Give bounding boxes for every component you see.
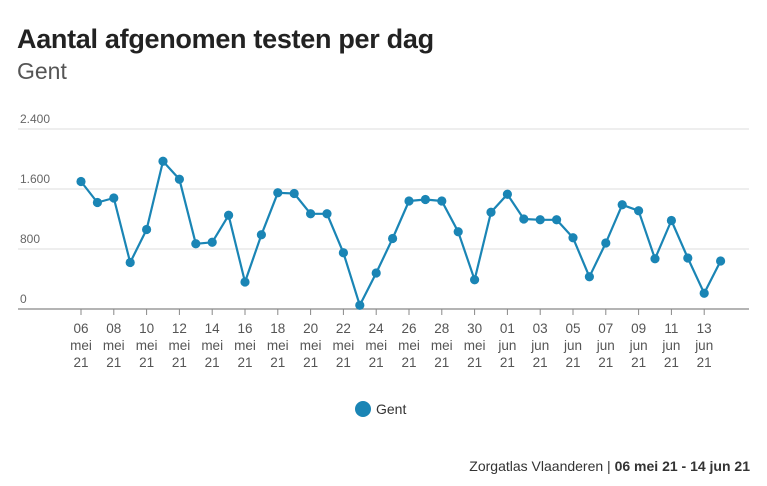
series-gent bbox=[76, 156, 726, 310]
y-tick-label: 2.400 bbox=[20, 112, 50, 126]
data-point bbox=[256, 230, 266, 240]
footer-source: Zorgatlas Vlaanderen bbox=[469, 458, 604, 474]
x-tick-label: 16 mei 21 bbox=[234, 321, 256, 370]
x-tick-label: 18 mei 21 bbox=[267, 321, 289, 370]
y-tick-label: 1.600 bbox=[20, 172, 50, 186]
data-point bbox=[568, 233, 578, 243]
x-tick-label: 26 mei 21 bbox=[398, 321, 420, 370]
x-tick-label: 24 mei 21 bbox=[365, 321, 387, 370]
data-point bbox=[191, 239, 201, 249]
data-point bbox=[535, 215, 545, 225]
data-point bbox=[666, 215, 677, 226]
x-tick-label: 09 jun 21 bbox=[629, 321, 648, 370]
data-point bbox=[76, 176, 86, 187]
y-axis-tick-labels: 0 800 1.600 2.400 bbox=[20, 112, 50, 306]
data-point bbox=[322, 209, 332, 219]
series-line bbox=[80, 160, 722, 307]
data-point bbox=[404, 196, 414, 206]
data-point bbox=[634, 206, 644, 216]
data-point bbox=[92, 197, 102, 208]
data-point bbox=[716, 256, 726, 266]
legend-marker bbox=[355, 401, 371, 417]
data-point bbox=[174, 174, 184, 184]
data-point bbox=[355, 300, 365, 310]
chart-subtitle: Gent bbox=[17, 58, 67, 84]
data-point bbox=[584, 272, 595, 282]
x-tick-label: 20 mei 21 bbox=[300, 321, 322, 370]
data-point bbox=[683, 253, 693, 263]
data-point bbox=[601, 238, 611, 248]
data-point bbox=[699, 288, 709, 298]
y-tick-label: 800 bbox=[20, 232, 40, 246]
data-point bbox=[207, 237, 217, 247]
data-point bbox=[371, 268, 381, 278]
data-point bbox=[289, 188, 299, 199]
x-tick-label: 13 jun 21 bbox=[694, 321, 713, 370]
data-point bbox=[109, 193, 119, 203]
data-point bbox=[224, 210, 234, 220]
data-point bbox=[486, 207, 496, 217]
source-footer: Zorgatlas Vlaanderen | 06 mei 21 - 14 ju… bbox=[469, 458, 750, 474]
data-point bbox=[470, 275, 480, 285]
legend-label: Gent bbox=[376, 401, 407, 417]
footer-date-range: 06 mei 21 - 14 jun 21 bbox=[614, 458, 750, 474]
data-point bbox=[388, 233, 398, 244]
x-tick-label: 10 mei 21 bbox=[136, 321, 158, 370]
data-point bbox=[125, 257, 135, 268]
x-tick-label: 07 jun 21 bbox=[596, 321, 615, 370]
x-tick-label: 03 jun 21 bbox=[530, 321, 549, 370]
x-tick-label: 06 mei 21 bbox=[70, 321, 92, 370]
x-tick-label: 05 jun 21 bbox=[563, 321, 582, 370]
data-point bbox=[158, 156, 168, 166]
chart-title: Aantal afgenomen testen per dag bbox=[17, 24, 434, 54]
data-point bbox=[453, 227, 463, 237]
x-tick-label: 22 mei 21 bbox=[333, 321, 355, 370]
data-point bbox=[273, 188, 283, 198]
data-point bbox=[552, 215, 562, 225]
data-point bbox=[240, 277, 250, 287]
x-tick-label: 12 mei 21 bbox=[169, 321, 191, 370]
data-point bbox=[437, 196, 447, 206]
x-tick-label: 14 mei 21 bbox=[201, 321, 223, 370]
data-point bbox=[142, 224, 152, 235]
data-point bbox=[306, 209, 316, 219]
data-point bbox=[519, 214, 529, 224]
footer-separator: | bbox=[603, 458, 615, 474]
x-tick-label: 01 jun 21 bbox=[497, 321, 516, 370]
legend[interactable]: Gent bbox=[355, 401, 406, 417]
y-tick-label: 0 bbox=[20, 292, 27, 306]
grid-lines bbox=[18, 128, 749, 310]
x-tick-label: 28 mei 21 bbox=[431, 321, 453, 370]
data-point bbox=[617, 200, 627, 210]
x-tick-label: 11 jun 21 bbox=[661, 321, 680, 370]
data-point bbox=[502, 189, 512, 199]
x-axis-tick-labels: 06 mei 21 08 mei 21 10 mei 21 12 mei 21 14 mei 21 16 mei… bbox=[70, 309, 713, 370]
line-chart: 0 800 1.600 2.400 06 mei 21 08 mei 21 10 mei 21 12 me… bbox=[18, 112, 749, 370]
x-tick-label: 08 mei 21 bbox=[103, 321, 125, 370]
x-tick-label: 30 mei 21 bbox=[464, 321, 486, 370]
data-point bbox=[650, 254, 660, 264]
data-point bbox=[420, 194, 430, 205]
data-point bbox=[338, 248, 348, 258]
